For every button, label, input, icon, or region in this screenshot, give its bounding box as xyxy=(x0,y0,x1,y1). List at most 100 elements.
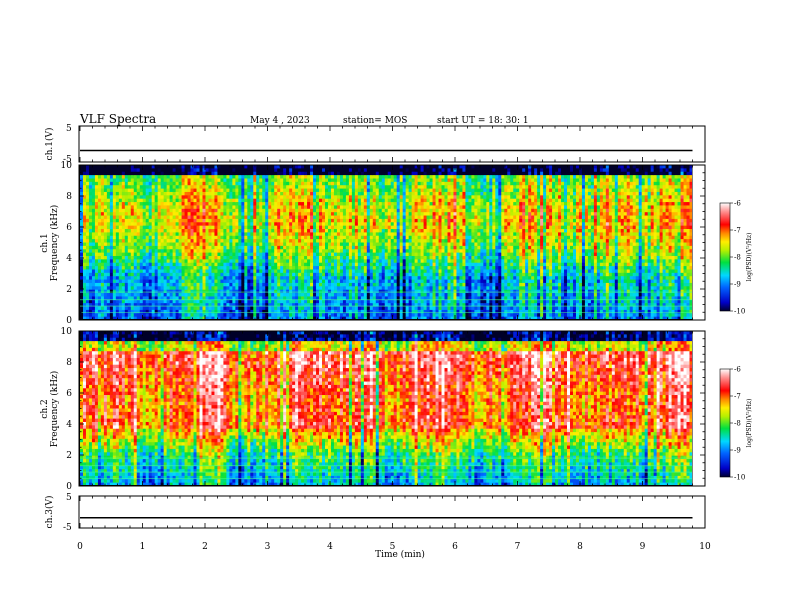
spectrogram-cell xyxy=(265,212,269,216)
ch3-voltage-frame xyxy=(78,495,706,529)
spectrogram-cell xyxy=(232,229,236,233)
spectrogram-cell xyxy=(80,252,84,257)
spectrogram-cell xyxy=(154,296,159,301)
spectrogram-cell xyxy=(339,255,344,260)
spectrogram-cell xyxy=(232,242,236,247)
spectrogram-cell xyxy=(223,255,227,260)
spectrogram-cell xyxy=(241,235,245,240)
spectrogram-cell xyxy=(178,293,182,297)
spectrogram-cell xyxy=(127,218,132,223)
spectrogram-cell xyxy=(190,252,194,257)
spectrogram-cell xyxy=(250,316,254,319)
spectrogram-cell xyxy=(256,269,260,274)
spectrogram-cell xyxy=(301,208,305,213)
spectrogram-cell xyxy=(345,181,350,186)
spectrogram-cell xyxy=(80,222,84,227)
spectrogram-cell xyxy=(319,245,323,250)
spectrogram-cell xyxy=(247,299,251,304)
spectrogram-cell xyxy=(97,255,102,260)
spectrogram-cell xyxy=(205,195,209,200)
spectrogram-cell xyxy=(80,309,84,314)
spectrogram-cell xyxy=(112,255,117,260)
spectrogram-cell xyxy=(82,185,87,189)
spectrogram-cell xyxy=(333,235,338,240)
spectrogram-cell xyxy=(157,222,162,227)
spectrogram-cell xyxy=(310,262,314,267)
spectrogram-cell xyxy=(360,255,365,260)
spectrogram-cell xyxy=(319,171,323,176)
spectrogram-cell xyxy=(280,279,284,284)
spectrogram-cell xyxy=(145,276,150,280)
spectrogram-cell xyxy=(256,218,260,223)
spectrogram-cell xyxy=(322,306,326,311)
spectrogram-cell xyxy=(372,202,377,206)
spectrogram-cell xyxy=(94,229,99,233)
spectrogram-cell xyxy=(274,242,278,247)
spectrogram-cell xyxy=(118,188,123,193)
spectrogram-cell xyxy=(316,225,320,230)
spectrogram-cell xyxy=(232,222,236,227)
spectrogram-cell xyxy=(336,282,341,287)
spectrogram-cell xyxy=(121,306,126,311)
spectrogram-cell xyxy=(336,225,341,230)
spectrogram-cell xyxy=(396,235,401,240)
spectrogram-cell xyxy=(214,262,218,267)
spectrogram-cell xyxy=(378,185,383,189)
spectrogram-cell xyxy=(145,306,150,311)
spectrogram-cell xyxy=(163,165,168,169)
spectrogram-cell xyxy=(80,299,84,304)
spectrogram-cell xyxy=(115,222,120,227)
spectrogram-cell xyxy=(154,222,159,227)
spectrogram-cell xyxy=(366,306,371,311)
spectrogram-cell xyxy=(372,168,377,173)
spectrogram-cell xyxy=(363,262,368,267)
spectrogram-cell xyxy=(357,309,362,314)
spectrogram-cell xyxy=(304,299,308,304)
spectrogram-cell xyxy=(154,225,159,230)
spectrogram-cell xyxy=(310,208,314,213)
spectrogram-cell xyxy=(399,205,404,210)
spectrogram-cell xyxy=(82,202,87,206)
spectrogram-cell xyxy=(304,218,308,223)
spectrogram-cell xyxy=(103,252,108,257)
spectrogram-cell xyxy=(247,245,251,250)
spectrogram-cell xyxy=(187,249,191,254)
spectrogram-cell xyxy=(175,232,179,237)
spectrogram-cell xyxy=(124,168,129,173)
spectrogram-cell xyxy=(259,262,263,267)
spectrogram-cell xyxy=(274,309,278,314)
spectrogram-cell xyxy=(190,181,194,186)
spectrogram-cell xyxy=(259,235,263,240)
spectrogram-cell xyxy=(139,215,144,220)
spectrogram-cell xyxy=(307,313,311,318)
spectrogram-cell xyxy=(277,188,281,193)
spectrogram-cell xyxy=(88,239,93,243)
spectrogram-cell xyxy=(94,215,99,220)
spectrogram-cell xyxy=(235,276,239,280)
spectrogram-cell xyxy=(154,208,159,213)
spectrogram-cell xyxy=(118,185,123,189)
spectrogram-cell xyxy=(387,165,392,169)
spectrogram-cell xyxy=(139,212,144,216)
spectrogram-cell xyxy=(307,205,311,210)
spectrogram-cell xyxy=(274,239,278,243)
spectrogram-cell xyxy=(307,222,311,227)
spectrogram-cell xyxy=(322,303,326,307)
spectrogram-cell xyxy=(238,215,242,220)
spectrogram-cell xyxy=(298,289,302,294)
spectrogram-cell xyxy=(145,235,150,240)
spectrogram-cell xyxy=(360,215,365,220)
spectrogram-cell xyxy=(244,205,248,210)
spectrogram-cell xyxy=(336,313,341,318)
spectrogram-cell xyxy=(184,279,188,284)
spectrogram-cell xyxy=(136,165,141,169)
spectrogram-cell xyxy=(384,306,389,311)
spectrogram-cell xyxy=(80,259,84,264)
spectrogram-cell xyxy=(85,245,90,250)
spectrogram-cell xyxy=(339,279,344,284)
spectrogram-cell xyxy=(345,242,350,247)
spectrogram-cell xyxy=(375,235,380,240)
spectrogram-cell xyxy=(375,239,380,243)
spectrogram-cell xyxy=(148,296,153,301)
spectrogram-cell xyxy=(310,215,314,220)
